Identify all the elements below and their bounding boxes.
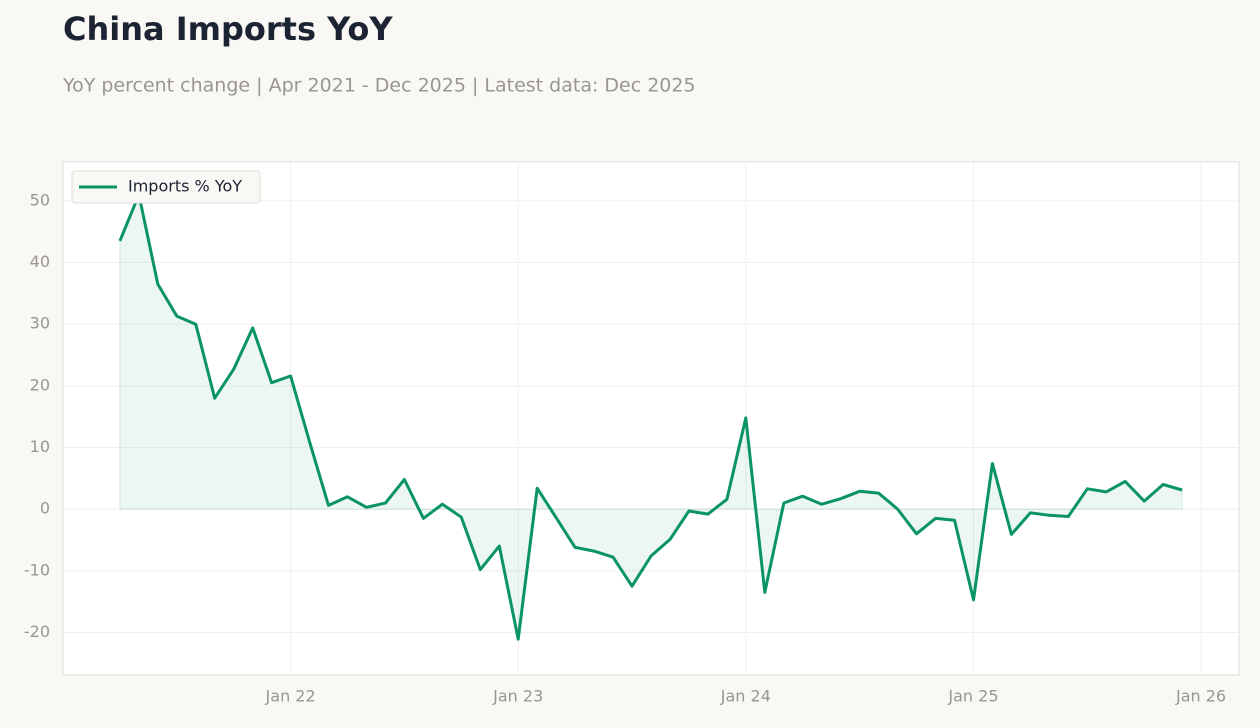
y-tick-label: 10 bbox=[30, 437, 50, 456]
x-tick-label: Jan 23 bbox=[492, 687, 543, 706]
x-tick-label: Jan 22 bbox=[265, 687, 316, 706]
x-tick-label: Jan 26 bbox=[1175, 687, 1226, 706]
y-tick-label: 0 bbox=[40, 499, 50, 518]
line bbox=[118, 193, 1183, 641]
legend-label: Imports % YoY bbox=[128, 177, 242, 196]
y-tick-label: 30 bbox=[30, 314, 50, 333]
chart-subtitle: YoY percent change | Apr 2021 - Dec 2025… bbox=[62, 75, 696, 97]
y-tick-label: 40 bbox=[30, 252, 50, 271]
y-tick-label: 50 bbox=[30, 190, 50, 209]
y-tick-label: -10 bbox=[24, 560, 50, 579]
x-tick-label: Jan 24 bbox=[720, 687, 771, 706]
plot-area bbox=[62, 161, 1240, 676]
x-tick-label: Jan 25 bbox=[947, 687, 998, 706]
y-tick-label: -20 bbox=[24, 622, 50, 641]
y-tick-label: 20 bbox=[30, 375, 50, 394]
legend-box bbox=[71, 170, 261, 204]
chart-title: China Imports YoY bbox=[63, 10, 393, 48]
